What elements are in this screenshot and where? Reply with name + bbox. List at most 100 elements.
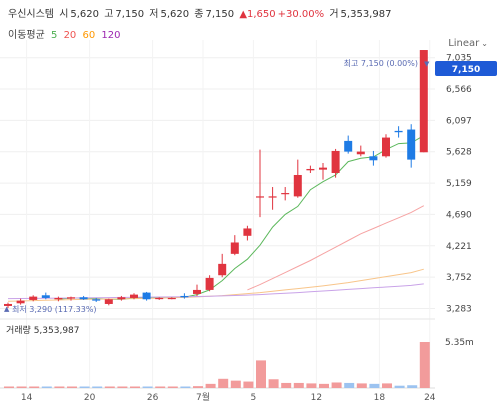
x-tick-label: 20 [84,393,96,403]
volume-bar [407,385,418,388]
scale-mode-selector[interactable]: Linear ⌄ [448,38,488,49]
volume-bar [243,381,254,388]
open-value: 5,620 [70,9,100,20]
y-tick-label: 5,159 [446,179,472,189]
chevron-down-icon: ⌄ [481,39,488,48]
high-label: 고 [104,9,114,20]
ma-5-line [58,135,425,300]
close-value: 7,150 [205,9,235,20]
current-price-text: 7,150 [452,65,480,75]
volume-bar [419,342,430,388]
open-label: 시 [59,9,69,20]
candle-body [79,297,88,300]
ma-60-label: 60 [82,30,96,41]
volume-bar [331,382,342,388]
max-price-label: 최고 7,150 (0.00%) [344,58,418,68]
scale-mode-label: Linear [448,38,480,49]
volume-bars [4,342,430,388]
ma-120-line [7,283,424,300]
candle-body [92,299,101,301]
date-axis: 14 20 26 7월 5 12 18 24 [21,391,436,403]
candle-body [293,174,302,197]
y-tick-label: 3,752 [446,273,472,283]
candle-body [281,193,290,195]
candle-body [155,297,164,300]
volume-panel-title: 거래량 5,353,987 [6,324,80,336]
volume-bar [256,360,266,388]
ma-20-label: 20 [63,30,77,41]
volume-bar [394,385,405,388]
volume-axis-label: 5.35m [445,338,474,348]
candle-body [394,130,403,133]
x-tick-label: 12 [311,393,322,403]
volume-bar [268,379,279,388]
volume-bar [306,383,317,388]
volume-bar [293,382,304,388]
volume-bar [319,383,329,388]
candle-body [319,167,327,170]
volume-bar [79,386,90,388]
close-label: 종 [194,9,204,20]
volume-bar [230,380,241,388]
price-summary-header: 우신시스템 시 5,620 고 7,150 저 5,620 종 7,150 ▲1,650… [8,5,393,20]
volume-bar [155,386,166,388]
ma-20-line [247,205,425,291]
candle-body [369,156,378,161]
moving-average-legend[interactable]: 이동평균 5 20 60 120 [8,26,124,41]
volume-bar [344,382,355,388]
candle-body [193,289,201,294]
candle-body [356,151,365,155]
y-tick-label: 5,628 [446,148,472,158]
price-axis: 7,035 6,566 6,097 5,628 5,159 4,690 4,221 3,752… [446,54,472,315]
candle-body [167,297,176,300]
current-price-badge [435,61,497,76]
max-marker-icon: ▼ [424,60,430,68]
ma-120-label: 120 [101,30,121,41]
ma-legend-label: 이동평균 [8,30,45,41]
volume-bar [193,386,203,388]
volume-value: 5,353,987 [340,9,392,20]
volume-bar [104,386,115,388]
current-price-tag: 7,150 [435,61,497,76]
x-tick-label: 18 [374,393,386,403]
candle-body [130,294,138,298]
candle-body [180,295,189,298]
volume-bar [382,383,392,388]
x-tick-label: 14 [21,393,33,403]
candle-body [4,303,12,306]
ma-5-label: 5 [51,30,58,41]
moving-average-lines [7,135,425,302]
candle-body [382,137,390,157]
y-tick-label: 4,221 [446,242,472,252]
volume-bar [218,378,229,388]
x-tick-label: 26 [147,393,159,403]
volume-bar [180,386,191,388]
candle-body [419,50,428,153]
volume-bar [205,383,216,388]
candle-body [41,295,50,298]
volume-bar [369,383,380,388]
min-price-annotation: ▲ 최저 3,290 (117.33%) [4,304,97,314]
low-label: 저 [149,9,159,20]
volume-bar [41,386,52,388]
min-price-label: 최저 3,290 (117.33%) [12,304,97,314]
candle-body [117,297,126,300]
candle-body [306,168,315,171]
volume-label: 거 [329,9,339,20]
candle-body [16,300,25,304]
candle-body [142,292,151,300]
volume-bar [67,386,77,388]
stock-name: 우신시스템 [8,9,54,20]
low-value: 5,620 [160,9,190,20]
candle-body [344,140,353,152]
volume-bar [167,386,178,388]
volume-bar [4,386,14,388]
volume-bar [356,383,367,388]
volume-bar [92,386,103,388]
y-tick-label: 6,566 [446,85,472,95]
min-marker-icon: ▲ [4,305,10,313]
high-value: 7,150 [115,9,145,20]
volume-bar [130,386,140,388]
